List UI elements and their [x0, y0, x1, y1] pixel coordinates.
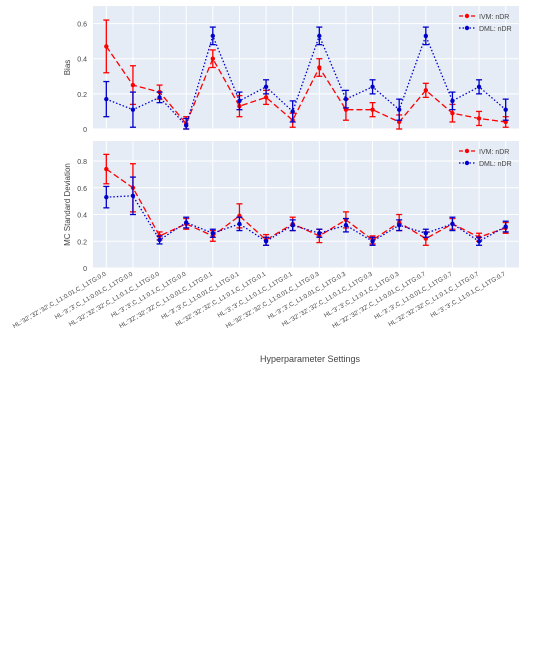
data-point: [396, 119, 402, 125]
data-point: [237, 98, 242, 104]
y-tick-label: 0.2: [77, 239, 87, 246]
data-point: [343, 107, 349, 112]
chart-svg: 0 0.2 0.4 0.6 Bias IVM: nDR DML: nDR 0 0.2 0.4 0.…: [12, 6, 519, 364]
data-point: [370, 84, 375, 90]
series-line: [106, 195, 507, 243]
data-point: [157, 237, 162, 243]
data-point: [396, 107, 402, 112]
data-point: [317, 65, 322, 70]
y-tick-label: 0.8: [77, 159, 87, 166]
data-point: [343, 223, 349, 228]
data-point: [343, 96, 349, 102]
data-point: [263, 95, 269, 100]
data-point: [450, 221, 455, 227]
data-point: [237, 221, 242, 227]
x-tick-label: HL:'32','32','32',C_L1:0.01,C_L1TG:0.0: [12, 270, 108, 330]
y-axis-label: MC Standard Deviation: [63, 163, 72, 246]
data-point: [423, 88, 429, 93]
data-point: [476, 239, 482, 244]
y-tick-label: 0.2: [77, 92, 87, 99]
plot-area: [93, 141, 519, 268]
data-point: [104, 96, 109, 102]
data-point: [130, 193, 136, 199]
data-point: [104, 44, 109, 49]
series-line: [105, 168, 506, 241]
data-point: [290, 223, 295, 228]
legend-swatch-marker: [464, 148, 470, 154]
x-axis-label: Hyperparameter Settings: [260, 354, 361, 364]
legend-entry: IVM: nDR: [479, 14, 509, 21]
mc-std-panel: 0 0.2 0.4 0.6 0.8 MC Standard Deviation IVM: n…: [63, 141, 519, 273]
data-point: [370, 107, 375, 112]
data-point: [370, 239, 375, 244]
bias-panel: 0 0.2 0.4 0.6 Bias IVM: nDR DML: nDR: [63, 6, 519, 134]
series-line: [105, 46, 506, 125]
legend-entry: DML: nDR: [479, 26, 512, 33]
legend-swatch-marker: [464, 13, 470, 19]
y-tick-label: 0: [83, 127, 87, 134]
y-tick-label: 0.6: [77, 186, 87, 193]
legend-entry: IVM: nDR: [479, 149, 509, 156]
data-point: [130, 82, 136, 88]
data-point: [130, 107, 136, 112]
data-point: [210, 56, 216, 61]
y-axis-label: Bias: [63, 60, 72, 76]
data-point: [450, 110, 455, 116]
data-point: [104, 166, 109, 172]
data-point: [450, 98, 455, 104]
data-point: [476, 116, 482, 121]
y-tick-label: 0.4: [77, 213, 87, 220]
data-point: [183, 220, 189, 225]
data-point: [317, 33, 322, 39]
data-point: [263, 84, 269, 90]
data-point: [503, 119, 508, 125]
data-point: [503, 224, 508, 229]
data-point: [263, 239, 269, 244]
figure: 0 0.2 0.4 0.6 Bias IVM: nDR DML: nDR 0 0.2 0.4 0.…: [12, 6, 519, 364]
y-tick-label: 0.6: [77, 22, 87, 29]
series-dml: [103, 176, 509, 246]
data-point: [157, 95, 162, 100]
y-tick-label: 0: [83, 266, 87, 273]
y-tick-label: 0.4: [77, 57, 87, 64]
series-line: [106, 33, 507, 127]
data-point: [183, 123, 189, 128]
data-point: [317, 231, 322, 236]
series-dml: [103, 26, 509, 130]
data-point: [210, 231, 216, 236]
legend-swatch-marker: [464, 160, 470, 166]
legend-swatch-marker: [464, 25, 470, 31]
data-point: [396, 223, 402, 228]
legend: IVM: nDR DML: nDR: [459, 13, 512, 33]
data-point: [503, 107, 508, 112]
data-point: [210, 33, 216, 39]
data-point: [290, 109, 295, 114]
data-point: [423, 231, 429, 236]
x-tick-labels: HL:'32','32','32',C_L1:0.01,C_L1TG:0.0HL…: [12, 270, 508, 330]
plot-area: [93, 6, 519, 129]
data-point: [423, 33, 429, 39]
data-point: [104, 194, 109, 200]
legend: IVM: nDR DML: nDR: [459, 148, 512, 168]
legend-entry: DML: nDR: [479, 161, 512, 168]
data-point: [476, 84, 482, 90]
